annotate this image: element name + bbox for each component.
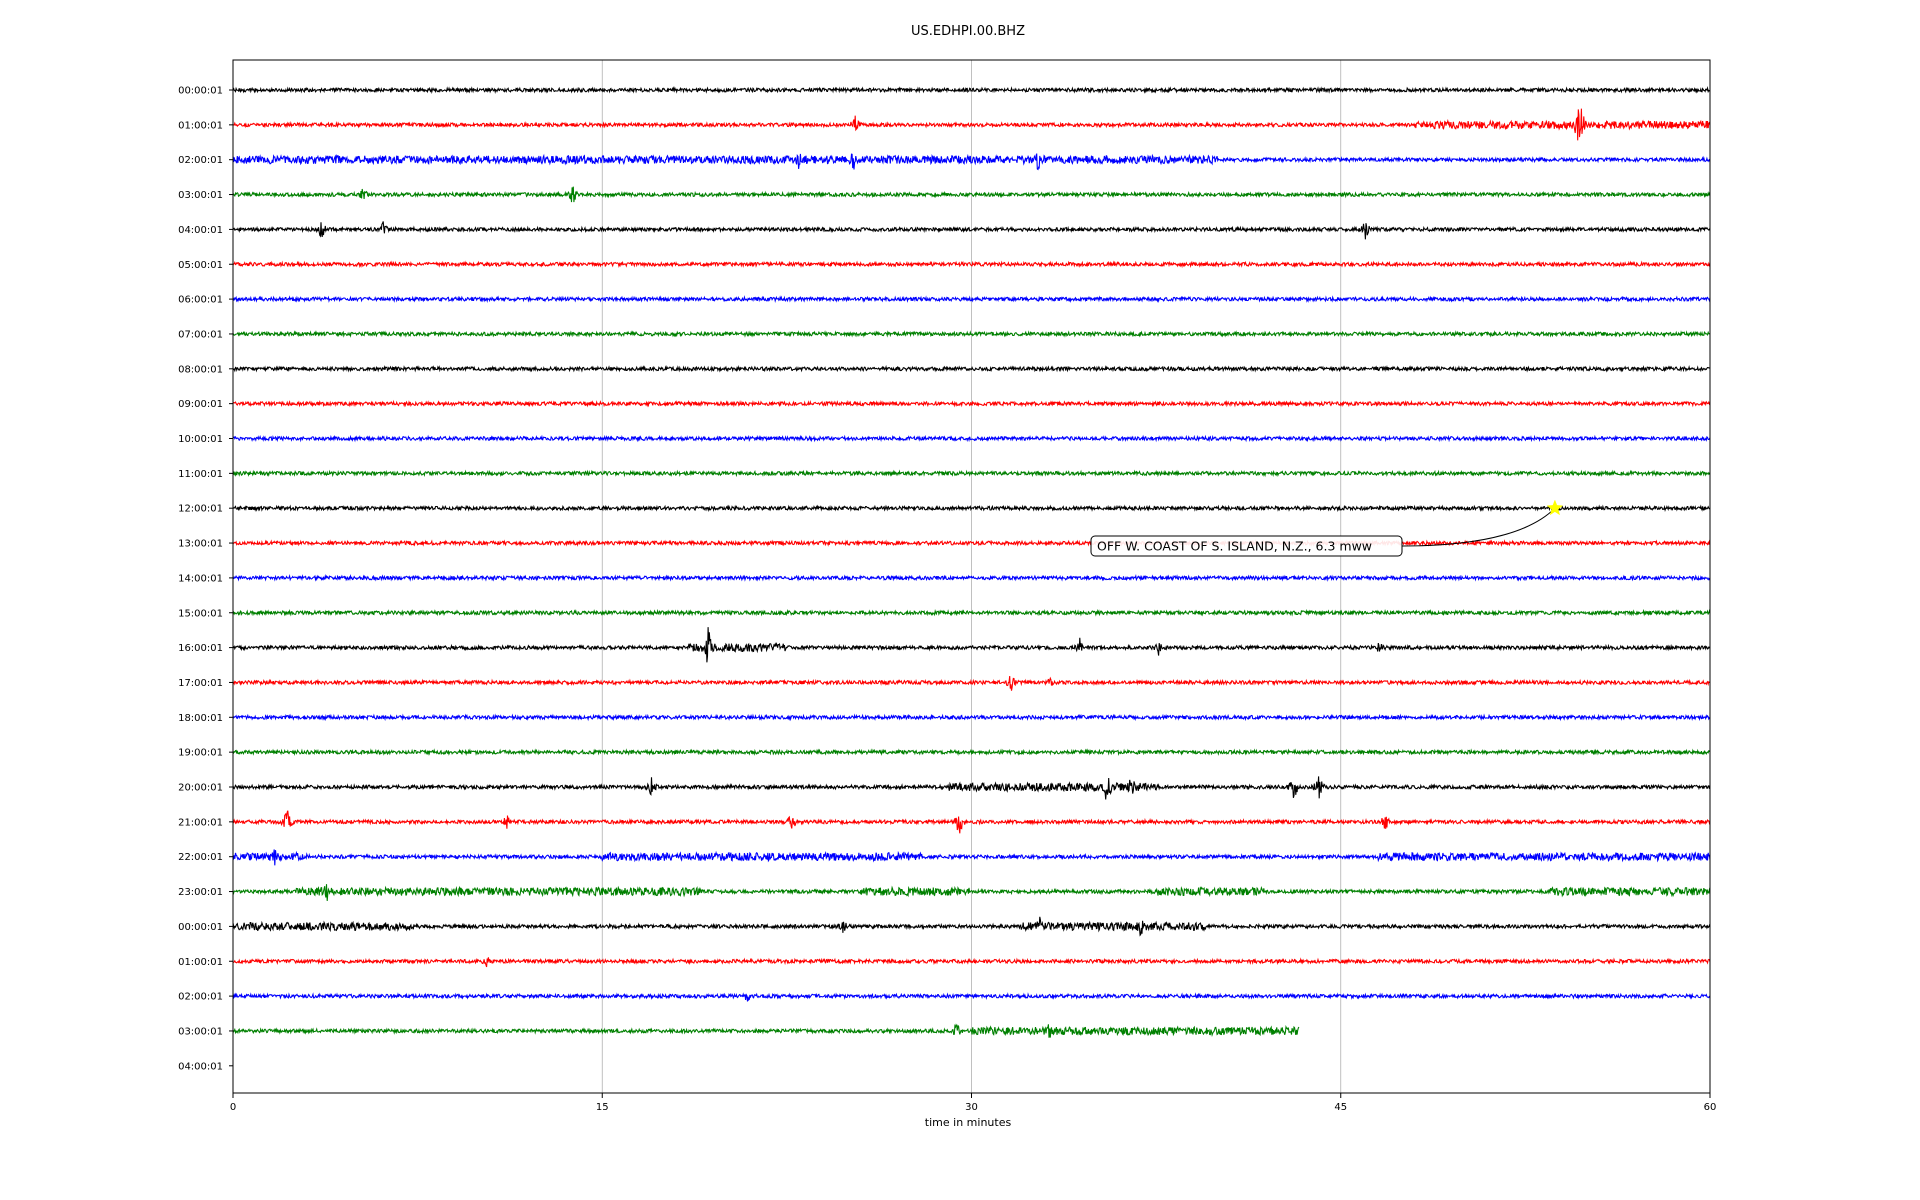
event-label-box — [1090, 535, 1403, 557]
row-time-label: 16:00:01 — [178, 643, 223, 654]
seismogram-trace-row — [232, 776, 1711, 800]
seismogram-trace-row — [232, 713, 1711, 722]
row-time-label: 12:00:01 — [178, 504, 223, 515]
seismogram-trace-row — [232, 399, 1711, 408]
seismogram-trace-row — [232, 108, 1711, 141]
seismogram-trace-row — [232, 884, 1711, 901]
row-time-label: 08:00:01 — [178, 364, 223, 375]
row-time-label: 21:00:01 — [178, 817, 223, 828]
seismogram-trace-row — [232, 916, 1711, 937]
row-time-label: 22:00:01 — [178, 852, 223, 863]
row-time-label: 00:00:01 — [178, 86, 223, 97]
event-connector-line — [1401, 507, 1556, 547]
row-time-label: 19:00:01 — [178, 748, 223, 759]
row-time-label: 03:00:01 — [178, 1026, 223, 1037]
row-time-label: 07:00:01 — [178, 329, 223, 340]
row-time-label: 15:00:01 — [178, 608, 223, 619]
row-time-label: 23:00:01 — [178, 887, 223, 898]
seismogram-trace-row — [232, 992, 1711, 1002]
event-annotation-group: OFF W. COAST OF S. ISLAND, N.Z., 6.3 mww — [1090, 499, 1564, 557]
seismogram-trace-row — [232, 330, 1711, 338]
row-time-label: 05:00:01 — [178, 260, 223, 271]
seismogram-trace-row — [232, 608, 1711, 617]
seismogram-trace-row — [232, 810, 1711, 834]
seismogram-trace-row — [232, 153, 1711, 171]
x-tick-label: 45 — [1334, 1102, 1347, 1113]
seismogram-traces — [232, 86, 1711, 1038]
x-tick-label: 60 — [1704, 1102, 1717, 1113]
seismogram-trace-row — [232, 849, 1711, 866]
row-time-label: 06:00:01 — [178, 295, 223, 306]
seismogram-trace-row — [232, 539, 1711, 547]
event-label: OFF W. COAST OF S. ISLAND, N.Z., 6.3 mww — [1097, 539, 1372, 554]
x-tick-label: 30 — [965, 1102, 978, 1113]
row-time-label: 09:00:01 — [178, 399, 223, 410]
x-axis-ticks: 0 15 30 45 60 — [230, 1093, 1717, 1113]
seismogram-trace-row — [232, 627, 1711, 663]
seismogram-trace-row — [232, 295, 1711, 304]
seismogram-trace-row — [232, 675, 1711, 691]
row-time-label: 03:00:01 — [178, 190, 223, 201]
row-time-label: 20:00:01 — [178, 783, 223, 794]
seismogram-trace-row — [232, 434, 1711, 443]
row-time-label: 13:00:01 — [178, 539, 223, 550]
row-time-label: 11:00:01 — [178, 469, 223, 480]
seismogram-trace-row — [232, 364, 1711, 373]
seismogram-trace-row — [232, 748, 1711, 757]
row-time-label: 14:00:01 — [178, 573, 223, 584]
seismogram-trace-row — [232, 504, 1711, 513]
x-tick-label: 0 — [230, 1102, 236, 1113]
y-axis-row-labels: 00:00:01 01:00:01 02:00:01 03:00:01 04:00:01… — [178, 86, 233, 1072]
row-time-label: 00:00:01 — [178, 922, 223, 933]
row-time-label: 01:00:01 — [178, 957, 223, 968]
row-time-label: 10:00:01 — [178, 434, 223, 445]
seismogram-trace-row — [233, 957, 1711, 968]
row-time-label: 02:00:01 — [178, 155, 223, 166]
seismogram-trace-row — [232, 186, 1711, 203]
row-time-label: 01:00:01 — [178, 120, 223, 131]
seismogram-trace-row — [232, 469, 1711, 478]
row-time-label: 02:00:01 — [178, 992, 223, 1003]
x-tick-label: 15 — [596, 1102, 609, 1113]
seismogram-trace-row — [232, 221, 1711, 240]
seismogram-trace-row — [232, 260, 1711, 269]
chart-title: US.EDHPI.00.BHZ — [911, 24, 1025, 39]
seismogram-trace-row — [232, 573, 1711, 582]
seismogram-trace-row — [233, 86, 1711, 94]
seismogram-trace-row — [232, 1023, 1300, 1038]
row-time-label: 18:00:01 — [178, 713, 223, 724]
row-time-label: 04:00:01 — [178, 225, 223, 236]
row-time-label: 04:00:01 — [178, 1061, 223, 1072]
x-axis-label: time in minutes — [925, 1116, 1012, 1129]
row-time-label: 17:00:01 — [178, 678, 223, 689]
event-star-marker — [1546, 499, 1564, 516]
